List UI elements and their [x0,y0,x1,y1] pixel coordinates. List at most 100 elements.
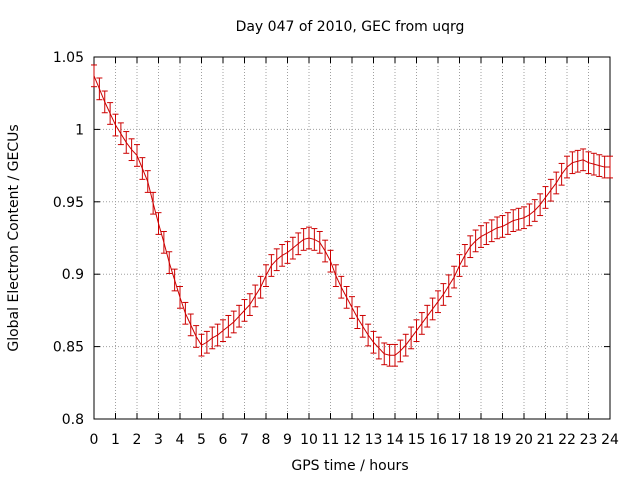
gec-error-bar [171,268,178,292]
gec-error-bar [193,325,200,348]
gec-error-bar [144,170,151,193]
gec-error-bar [246,293,253,316]
gec-error-bar [343,286,350,309]
gec-error-bar [569,151,576,175]
y-tick-label: 0.95 [53,195,84,211]
gec-error-bar [386,343,393,367]
gec-error-bar [456,254,463,277]
gec-error-bar [155,212,162,235]
gec-error-bar [257,275,264,299]
gec-error-bar [209,326,216,350]
gec-error-bar [295,232,302,256]
x-tick-label: 16 [429,432,447,448]
x-tick-label: 22 [558,432,576,448]
x-tick-label: 0 [90,432,99,448]
y-tick-label: 0.9 [62,267,84,283]
x-tick-label: 3 [154,432,163,448]
x-tick-label: 4 [176,432,185,448]
gec-error-bar [370,330,377,354]
gec-error-bar [478,225,484,248]
gec-error-bar [424,304,431,328]
gec-error-bar [182,301,189,325]
gec-error-bar [413,319,420,343]
x-tick-label: 9 [283,432,292,448]
y-tick-label: 1.05 [53,50,84,66]
gec-error-bar [510,209,517,232]
x-tick-label: 23 [580,432,598,448]
x-tick-label: 10 [300,432,318,448]
gec-error-bar [273,248,280,272]
gec-error-bar [123,131,130,154]
y-tick-label: 0.8 [62,412,84,428]
x-tick-label: 6 [219,432,228,448]
gec-error-bar [494,216,501,240]
gec-error-bar [542,186,549,209]
gec-error-bar [225,314,232,338]
gec-error-bar [96,77,103,101]
gec-error-bar [160,230,167,254]
gec-error-bar [359,314,366,338]
tick-layer: 0 1 2 3 4 5 6 7 8 9 10 11 12 13 14 15 16 17 18 19 20 21 22 23 24… [53,50,619,448]
x-tick-label: 20 [515,432,533,448]
gec-error-bar [435,290,441,314]
gec-error-bar [128,138,135,162]
gec-error-bar [488,219,495,243]
gec-error-bar [585,151,592,175]
gec-error-bar [112,113,119,137]
gec-error-bar [483,222,490,246]
gec-error-bar [418,312,425,335]
gec-error-bar [150,191,157,215]
gec-error-bar [392,343,398,367]
gec-error-bar [332,264,339,288]
gec-error-bar [574,149,581,173]
gec-error-bar [311,228,318,251]
y-tick-label: 1 [75,122,84,138]
x-axis-label: GPS time / hours [291,458,408,474]
gec-error-bar [515,207,522,231]
x-tick-label: 12 [343,432,361,448]
gec-error-bar [504,212,511,235]
x-tick-label: 11 [322,432,340,448]
x-tick-label: 24 [601,432,619,448]
x-tick-label: 5 [197,432,206,448]
gec-error-bar [139,157,146,180]
gec-error-bar [214,323,221,347]
gec-error-bar [241,299,248,322]
gec-error-bar [526,203,533,227]
gec-error-bar [553,171,560,195]
gec-error-bar [461,244,468,267]
x-tick-label: 1 [111,432,120,448]
gec-error-bar [402,333,409,357]
gec-error-bar [289,236,296,260]
gec-error-bar [327,249,334,273]
gec-error-bar [101,90,108,114]
data-layer [91,64,613,367]
gec-error-bar [198,333,205,357]
gec-error-bar [467,235,474,259]
gec-error-bar [440,283,447,306]
x-tick-label: 7 [240,432,249,448]
gec-error-bar [375,336,382,360]
gec-error-bar [607,155,613,179]
gec-error-bar [187,313,194,337]
x-tick-label: 19 [494,432,512,448]
gec-error-bar [521,206,527,230]
gec-error-bar [445,274,452,298]
gec-error-bar [338,275,345,299]
gec-error-bar [177,286,183,309]
gec-error-bar [596,154,603,177]
chart-title: Day 047 of 2010, GEC from uqrg [236,19,465,35]
gec-error-bar [558,162,565,186]
gec-error-bar [236,304,243,328]
gec-error-bar [451,265,458,289]
x-tick-label: 13 [365,432,383,448]
x-tick-label: 18 [472,432,490,448]
x-tick-label: 15 [408,432,426,448]
x-tick-label: 2 [133,432,142,448]
x-tick-label: 17 [451,432,469,448]
gec-error-bar [601,155,608,179]
gec-error-bar [263,264,269,288]
gec-error-bar [203,330,210,354]
gec-error-bar [564,155,570,179]
